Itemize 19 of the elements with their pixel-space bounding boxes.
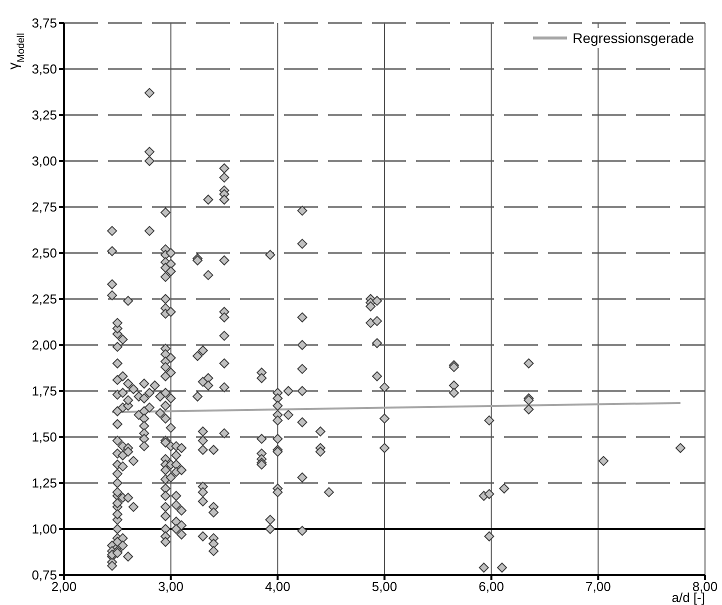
x-tick-label: 4,00 <box>265 579 290 594</box>
y-tick-label: 1,00 <box>32 522 57 537</box>
y-tick-label: 2,75 <box>32 200 57 215</box>
x-tick-label: 8,00 <box>692 579 718 594</box>
y-tick-label: 3,25 <box>32 108 57 123</box>
y-tick-label: 1,25 <box>32 476 57 491</box>
y-tick-label: 3,00 <box>32 154 57 169</box>
x-tick-label: 6,00 <box>478 579 504 594</box>
y-tick-label: 2,50 <box>32 246 57 261</box>
y-tick-label: 1,75 <box>32 384 57 399</box>
y-tick-label: 3,75 <box>32 16 57 31</box>
y-tick-label: 2,00 <box>32 338 57 353</box>
x-tick-label: 7,00 <box>586 579 611 594</box>
y-tick-label: 1,50 <box>32 430 57 445</box>
x-tick-label: 5,00 <box>372 579 398 594</box>
y-tick-label: 2,25 <box>32 292 57 307</box>
x-tick-label: 3,00 <box>158 579 184 594</box>
legend-label: Regressionsgerade <box>572 30 694 46</box>
y-tick-label: 3,50 <box>32 62 57 77</box>
